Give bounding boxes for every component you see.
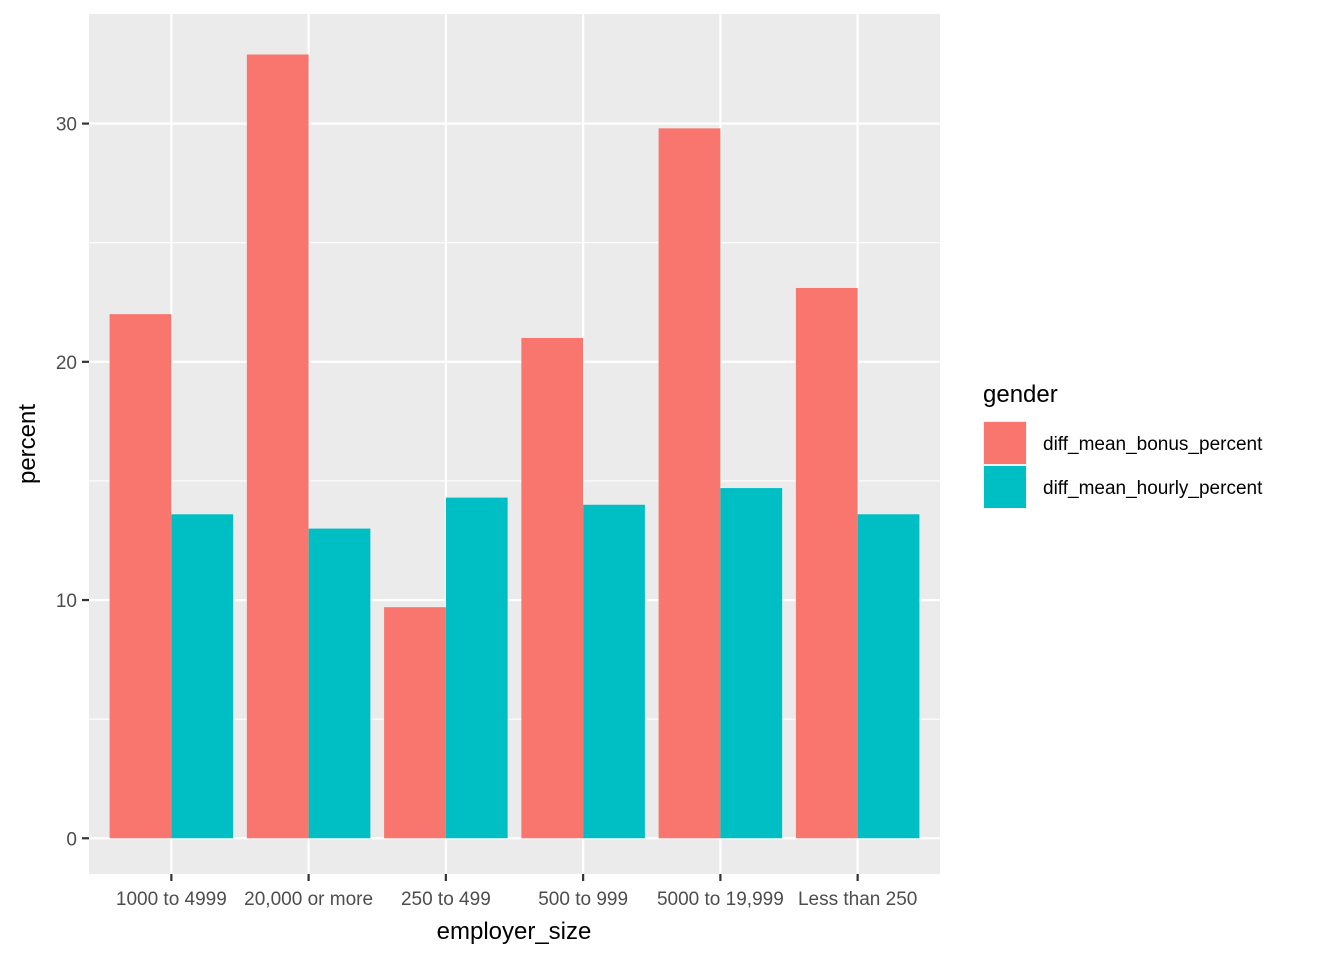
bar-diff_mean_bonus_percent-1 xyxy=(246,54,309,839)
y-axis-title: percent xyxy=(14,404,41,484)
y-tick-label: 0 xyxy=(66,829,77,850)
legend: gender diff_mean_bonus_percent diff_mean_… xyxy=(983,381,1263,509)
legend-title: gender xyxy=(983,381,1058,408)
bar-diff_mean_bonus_percent-4 xyxy=(658,128,721,839)
legend-label: diff_mean_bonus_percent xyxy=(1043,434,1263,455)
x-tick-label: 500 to 999 xyxy=(538,889,628,910)
x-tick-label: 1000 to 4999 xyxy=(116,889,227,910)
x-tick-label: 250 to 499 xyxy=(401,889,491,910)
bar-diff_mean_bonus_percent-0 xyxy=(109,314,172,839)
bar-marks xyxy=(109,54,920,839)
bar-diff_mean_bonus_percent-2 xyxy=(384,607,446,839)
bar-diff_mean_hourly_percent-2 xyxy=(445,497,508,839)
bar-diff_mean_hourly_percent-1 xyxy=(308,528,371,839)
legend-key-diff_mean_hourly_percent xyxy=(984,466,1026,508)
bar-diff_mean_hourly_percent-0 xyxy=(171,514,234,839)
legend-key-diff_mean_bonus_percent xyxy=(984,422,1026,464)
x-tick-label: 5000 to 19,999 xyxy=(657,889,784,910)
x-axis-title: employer_size xyxy=(437,918,592,945)
bar-diff_mean_hourly_percent-3 xyxy=(583,504,645,839)
y-tick-label: 10 xyxy=(56,591,77,612)
bar-diff_mean_hourly_percent-4 xyxy=(720,488,783,839)
legend-label: diff_mean_hourly_percent xyxy=(1043,478,1263,499)
y-tick-label: 20 xyxy=(56,353,77,374)
bar-diff_mean_bonus_percent-5 xyxy=(795,287,858,839)
y-tick-label: 30 xyxy=(56,115,77,136)
x-tick-label: 20,000 or more xyxy=(244,889,373,910)
bar-diff_mean_bonus_percent-3 xyxy=(521,337,584,839)
x-tick-label: Less than 250 xyxy=(798,889,917,910)
bar-diff_mean_hourly_percent-5 xyxy=(857,514,920,839)
x-axis: 1000 to 4999 20,000 or more 250 to 499 500 … xyxy=(116,874,917,910)
y-axis: 0 10 20 30 xyxy=(56,115,89,850)
